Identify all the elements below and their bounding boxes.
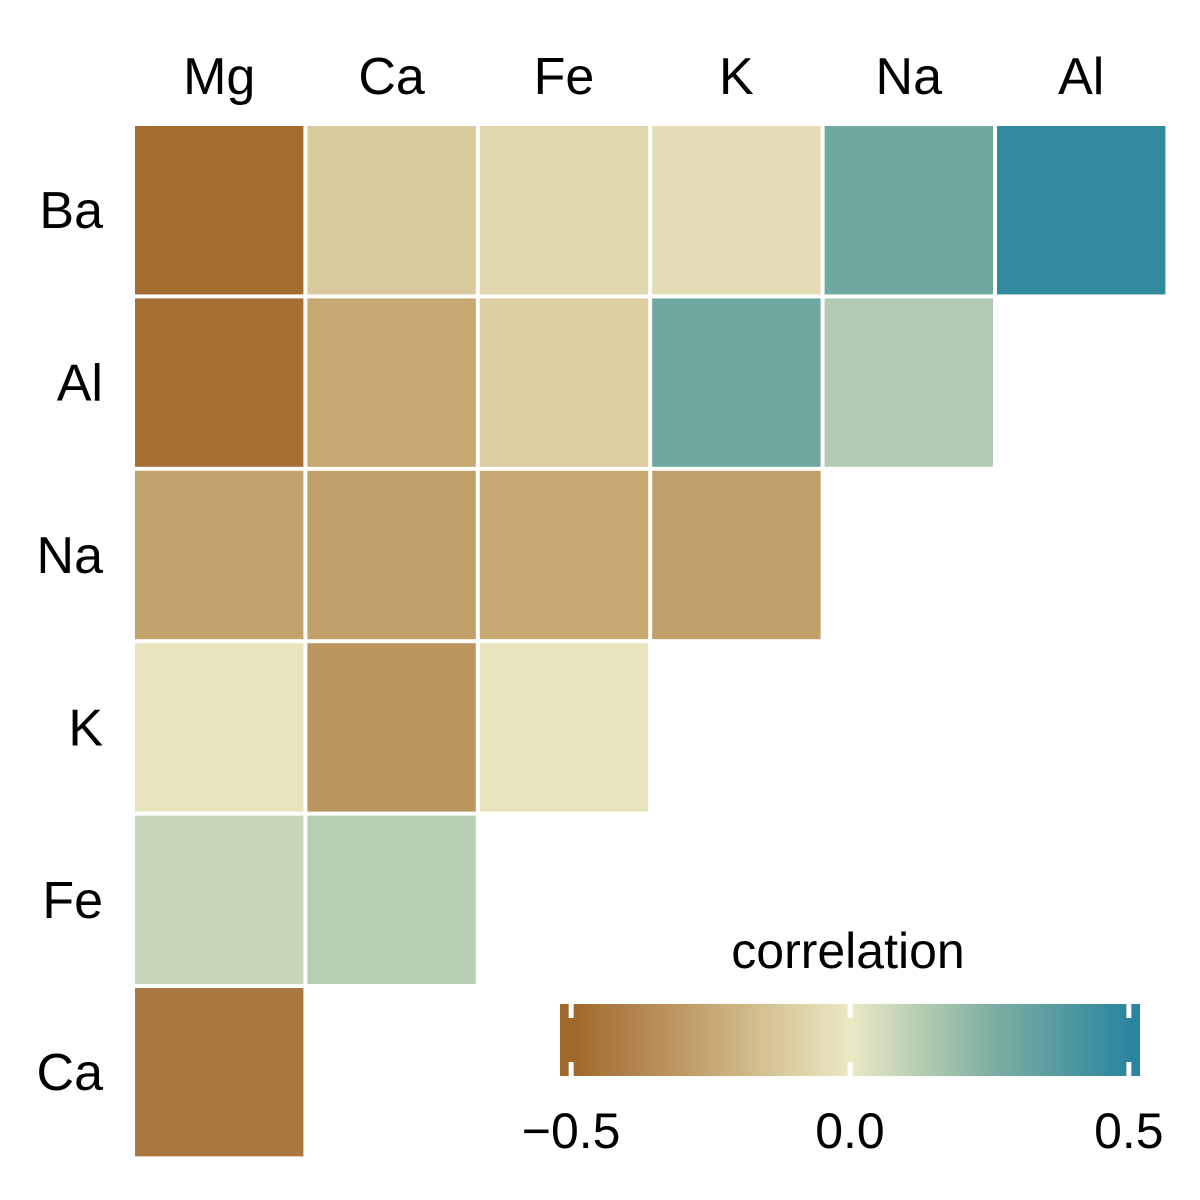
heatmap-cell-k-ca xyxy=(307,643,476,812)
y-tick-label: Al xyxy=(57,355,103,413)
x-tick-label: Fe xyxy=(534,48,595,106)
heatmap-cell-na-ca xyxy=(307,470,476,640)
heatmap-cell-fe-mg xyxy=(135,815,304,984)
heatmap-cell-na-mg xyxy=(135,470,304,640)
y-tick-label: K xyxy=(68,699,103,757)
heatmap-cell-fe-ca xyxy=(307,815,476,984)
heatmap-cell-ba-na xyxy=(824,126,993,295)
colorbar-tick-label: −0.5 xyxy=(522,1103,621,1159)
heatmap-cell-na-k xyxy=(652,470,821,640)
legend-title: correlation xyxy=(731,923,964,979)
heatmap-cell-al-ca xyxy=(307,298,476,467)
y-tick-label: Ba xyxy=(39,182,103,240)
x-tick-label: K xyxy=(719,48,754,106)
heatmap-cell-ca-mg xyxy=(135,988,304,1157)
heatmap-cell-ba-mg xyxy=(135,126,304,295)
heatmap-cell-ba-k xyxy=(652,126,821,295)
heatmap-cell-ba-fe xyxy=(479,126,649,295)
heatmap-cell-k-fe xyxy=(479,643,649,812)
heatmap-cell-ba-ca xyxy=(307,126,476,295)
y-tick-label: Ca xyxy=(37,1044,104,1102)
y-tick-label: Na xyxy=(37,527,104,585)
x-tick-label: Na xyxy=(876,48,943,106)
colorbar-tick-label: 0.5 xyxy=(1094,1103,1164,1159)
x-tick-label: Al xyxy=(1058,48,1104,106)
heatmap-cell-al-na xyxy=(824,298,993,467)
y-tick-label: Fe xyxy=(42,872,103,930)
x-tick-label: Ca xyxy=(358,48,425,106)
colorbar-legend: correlation −0.5 0.0 0.5 xyxy=(522,923,1164,1159)
x-tick-label: Mg xyxy=(183,48,255,106)
colorbar-tick-label: 0.0 xyxy=(815,1103,885,1159)
heatmap-cell-al-mg xyxy=(135,298,304,467)
heatmap-cell-na-fe xyxy=(479,470,649,640)
heatmap-cell-al-fe xyxy=(479,298,649,467)
heatmap-cell-k-mg xyxy=(135,643,304,812)
heatmap-cell-ba-al xyxy=(997,126,1166,295)
heatmap-cell-al-k xyxy=(652,298,821,467)
